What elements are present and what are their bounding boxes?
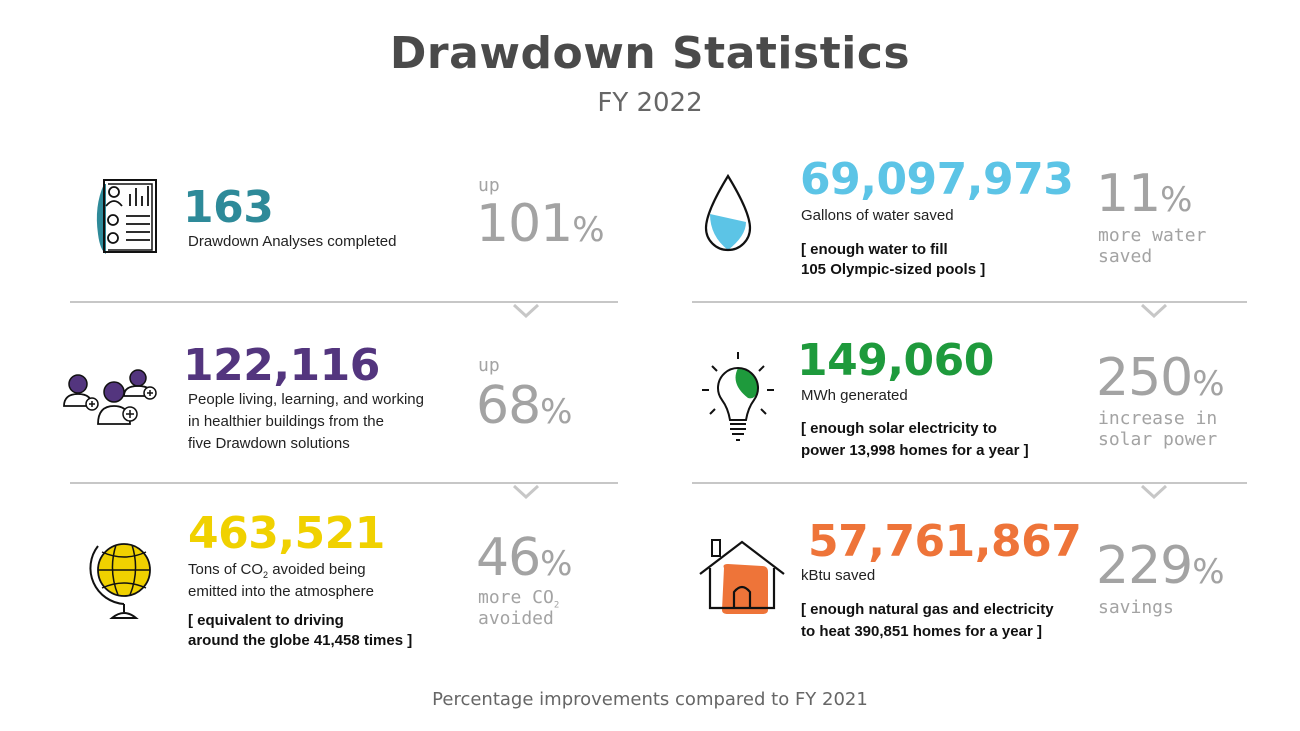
- water-pct-suffix-line1: more water: [1098, 225, 1207, 246]
- solar-pct: 250%: [1096, 352, 1225, 404]
- water-pct-symbol: %: [1160, 180, 1193, 220]
- page-subtitle: FY 2022: [597, 88, 703, 118]
- analyses-label: Drawdown Analyses completed: [188, 233, 397, 250]
- water-pct-suffix-line2: saved: [1098, 246, 1153, 267]
- solar-pct-suffix-line2: solar power: [1098, 429, 1218, 450]
- co2-pct-suffix-text: more CO: [478, 587, 554, 608]
- energy-note-line1: [ enough natural gas and electricity: [801, 601, 1054, 618]
- solar-label: MWh generated: [801, 387, 908, 404]
- co2-label-text-post: avoided being: [268, 561, 366, 578]
- co2-pct-symbol: %: [540, 544, 573, 584]
- page-title: Drawdown Statistics: [389, 28, 911, 79]
- water-drop-icon: [702, 172, 752, 256]
- people-count: 122,116: [183, 340, 380, 391]
- people-icon: [62, 366, 158, 430]
- co2-pct-suffix-sub: 2: [553, 600, 560, 611]
- solar-count: 149,060: [797, 335, 994, 386]
- divider: [70, 482, 618, 484]
- co2-count: 463,521: [188, 508, 385, 559]
- water-note-line1: [ enough water to fill: [801, 241, 948, 258]
- divider: [70, 301, 618, 303]
- water-pct: 11%: [1096, 168, 1192, 220]
- people-label-line3: five Drawdown solutions: [188, 435, 350, 452]
- co2-label-line2: emitted into the atmosphere: [188, 583, 374, 600]
- water-count: 69,097,973: [800, 154, 1074, 205]
- solar-note-line1: [ enough solar electricity to: [801, 420, 997, 437]
- co2-pct-suffix-line1: more CO2: [478, 588, 559, 616]
- house-icon: [696, 538, 788, 614]
- solar-pct-symbol: %: [1192, 364, 1225, 404]
- analyses-pct-prefix: up: [478, 175, 500, 196]
- lightbulb-icon: [700, 350, 776, 450]
- co2-pct-value: 46: [476, 528, 541, 588]
- water-label: Gallons of water saved: [801, 207, 954, 224]
- chevron-down-icon: [1140, 304, 1168, 318]
- energy-pct: 229%: [1096, 540, 1225, 592]
- people-label-line2: in healthier buildings from the: [188, 413, 384, 430]
- people-pct-prefix: up: [478, 355, 500, 376]
- divider: [692, 301, 1247, 303]
- water-pct-value: 11: [1096, 164, 1161, 224]
- analysis-report-icon: [92, 176, 162, 258]
- divider: [692, 482, 1247, 484]
- analyses-pct-value: 101: [476, 194, 573, 254]
- people-label-line1: People living, learning, and working: [188, 391, 424, 408]
- energy-pct-suffix: savings: [1098, 597, 1174, 618]
- solar-note-line2: power 13,998 homes for a year ]: [801, 442, 1029, 459]
- globe-icon: [88, 534, 156, 620]
- co2-pct-suffix-line2: avoided: [478, 608, 554, 629]
- energy-pct-symbol: %: [1192, 552, 1225, 592]
- co2-subscript: 2: [263, 570, 269, 580]
- energy-count: 57,761,867: [808, 516, 1082, 567]
- energy-pct-value: 229: [1096, 536, 1193, 596]
- people-pct: 68%: [476, 380, 572, 432]
- chevron-down-icon: [512, 485, 540, 499]
- co2-note-line2: around the globe 41,458 times ]: [188, 632, 413, 649]
- footer-note: Percentage improvements compared to FY 2…: [432, 689, 868, 710]
- analyses-count: 163: [183, 182, 274, 233]
- water-note-line2: 105 Olympic-sized pools ]: [801, 261, 986, 278]
- energy-label: kBtu saved: [801, 567, 876, 584]
- people-pct-symbol: %: [540, 392, 573, 432]
- analyses-pct: 101%: [476, 198, 605, 250]
- solar-pct-suffix-line1: increase in: [1098, 408, 1218, 429]
- co2-pct: 46%: [476, 532, 572, 584]
- chevron-down-icon: [1140, 485, 1168, 499]
- solar-pct-value: 250: [1096, 348, 1193, 408]
- chevron-down-icon: [512, 304, 540, 318]
- analyses-pct-symbol: %: [572, 210, 605, 250]
- energy-note-line2: to heat 390,851 homes for a year ]: [801, 623, 1042, 640]
- co2-note-line1: [ equivalent to driving: [188, 612, 344, 629]
- co2-label-text: Tons of CO: [188, 561, 264, 578]
- people-pct-value: 68: [476, 376, 541, 436]
- co2-label-line1: Tons of CO2 avoided being: [188, 559, 366, 586]
